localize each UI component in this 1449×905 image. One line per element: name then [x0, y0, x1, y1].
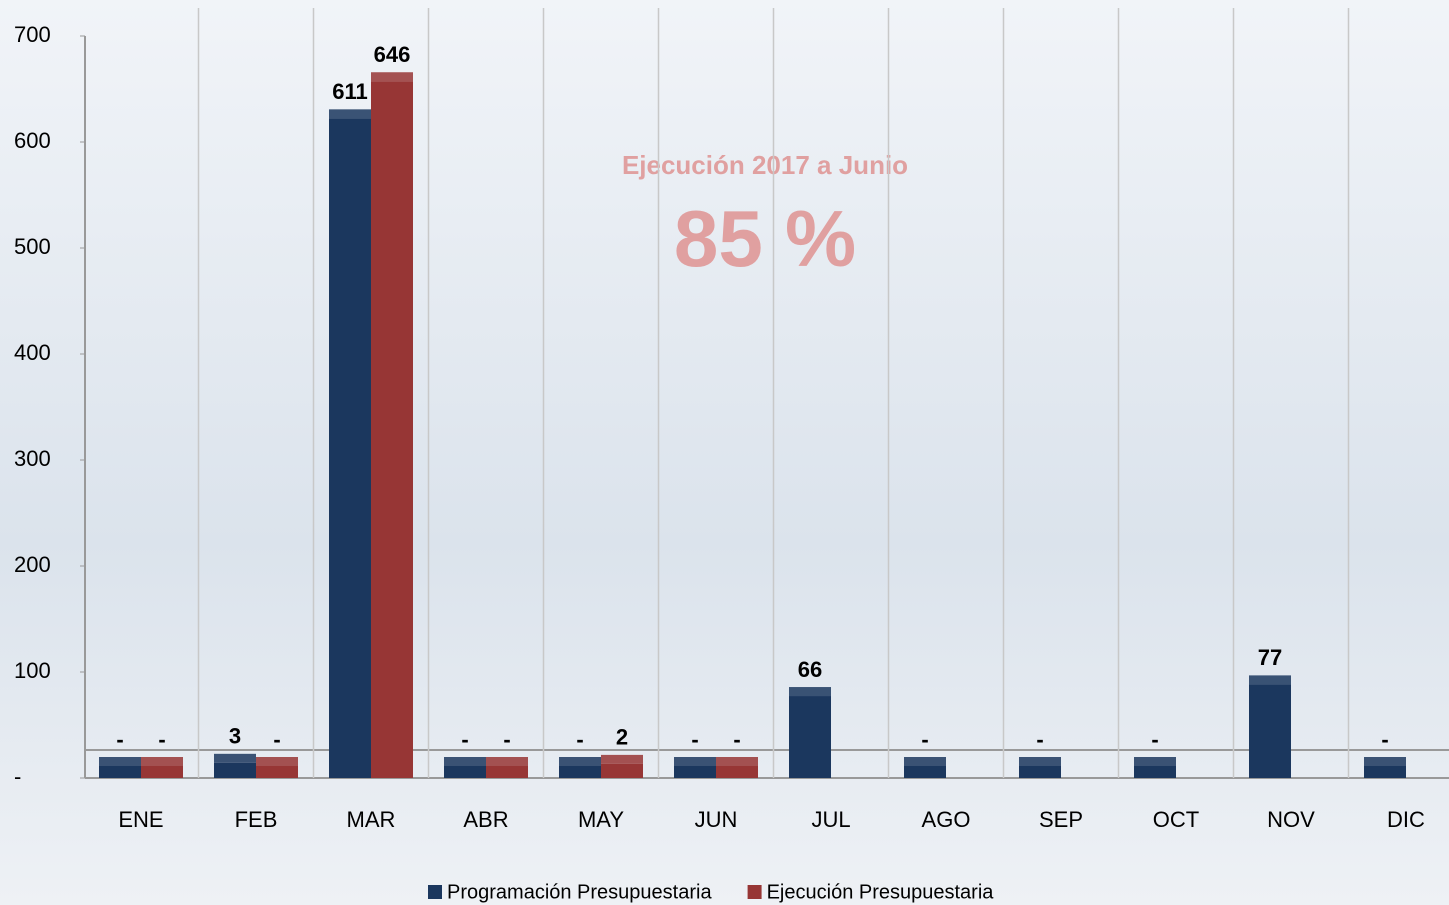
legend-swatch [428, 885, 442, 899]
bar-base [904, 766, 946, 778]
bar-cap [99, 757, 141, 766]
value-label: - [461, 727, 468, 752]
value-label: 646 [374, 42, 411, 67]
y-tick-label: 700 [14, 22, 51, 47]
bar-cap [1364, 757, 1406, 766]
bar-base [1364, 766, 1406, 778]
value-label: - [691, 727, 698, 752]
bar-base [141, 766, 183, 778]
value-label: - [1381, 727, 1388, 752]
bar [601, 763, 643, 766]
x-tick-label: MAY [578, 807, 624, 832]
bar-cap [329, 109, 371, 119]
x-tick-label: FEB [235, 807, 278, 832]
bar-base [256, 766, 298, 778]
value-label: - [1036, 727, 1043, 752]
bar-base [716, 766, 758, 778]
bar-cap [904, 757, 946, 766]
y-tick-label: - [14, 764, 21, 789]
x-tick-label: ENE [118, 807, 163, 832]
y-tick-label: 600 [14, 128, 51, 153]
annotation: 85 % [674, 194, 856, 283]
x-tick-label: SEP [1039, 807, 1083, 832]
bar-cap [1249, 675, 1291, 685]
bar-cap [141, 757, 183, 766]
bar-cap [559, 757, 601, 766]
x-tick-label: AGO [922, 807, 971, 832]
x-tick-label: MAR [347, 807, 396, 832]
value-label: - [158, 727, 165, 752]
y-tick-label: 200 [14, 552, 51, 577]
value-label: - [273, 727, 280, 752]
bar [789, 696, 831, 766]
x-tick-label: OCT [1153, 807, 1199, 832]
bar-cap [674, 757, 716, 766]
bar-cap [1134, 757, 1176, 766]
x-tick-label: JUL [811, 807, 850, 832]
bar [329, 118, 371, 767]
bar-base [444, 766, 486, 778]
y-tick-label: 300 [14, 446, 51, 471]
bar-base [674, 766, 716, 778]
bar-cap [371, 72, 413, 82]
annotation: Ejecución 2017 a Junio [622, 150, 908, 180]
value-label: 66 [798, 657, 822, 682]
bar-cap [444, 757, 486, 766]
x-tick-label: DIC [1387, 807, 1425, 832]
bar-base [1134, 766, 1176, 778]
bar-base [789, 766, 831, 778]
value-label: 77 [1258, 645, 1282, 670]
bar-cap [1019, 757, 1061, 766]
bar-cap [256, 757, 298, 766]
bar-base [1019, 766, 1061, 778]
bar-base [1249, 766, 1291, 778]
value-label: 2 [616, 725, 628, 750]
bar-base [329, 766, 371, 778]
bar-cap [486, 757, 528, 766]
legend-label: Programación Presupuestaria [447, 881, 712, 903]
bar-base [486, 766, 528, 778]
x-tick-label: ABR [463, 807, 508, 832]
bar [371, 81, 413, 767]
bar-cap [214, 753, 256, 763]
value-label: - [576, 727, 583, 752]
bar [1249, 684, 1291, 766]
y-tick-label: 500 [14, 234, 51, 259]
bar-base [601, 766, 643, 778]
value-label: - [921, 727, 928, 752]
value-label: 3 [229, 724, 241, 749]
x-tick-label: JUN [695, 807, 738, 832]
value-label: - [733, 727, 740, 752]
y-tick-label: 400 [14, 340, 51, 365]
bar-cap [716, 757, 758, 766]
bar [214, 762, 256, 766]
bar-cap [601, 754, 643, 764]
value-label: 611 [332, 79, 368, 104]
bar-base [214, 766, 256, 778]
bar-cap [789, 687, 831, 697]
bar-base [559, 766, 601, 778]
bar-base [99, 766, 141, 778]
value-label: - [1151, 727, 1158, 752]
y-tick-label: 100 [14, 658, 51, 683]
value-label: - [116, 727, 123, 752]
legend-swatch [747, 885, 762, 899]
bar-base [371, 766, 413, 778]
value-label: - [503, 727, 510, 752]
legend-label: Ejecución Presupuestaria [767, 881, 995, 903]
x-tick-label: NOV [1267, 807, 1315, 832]
